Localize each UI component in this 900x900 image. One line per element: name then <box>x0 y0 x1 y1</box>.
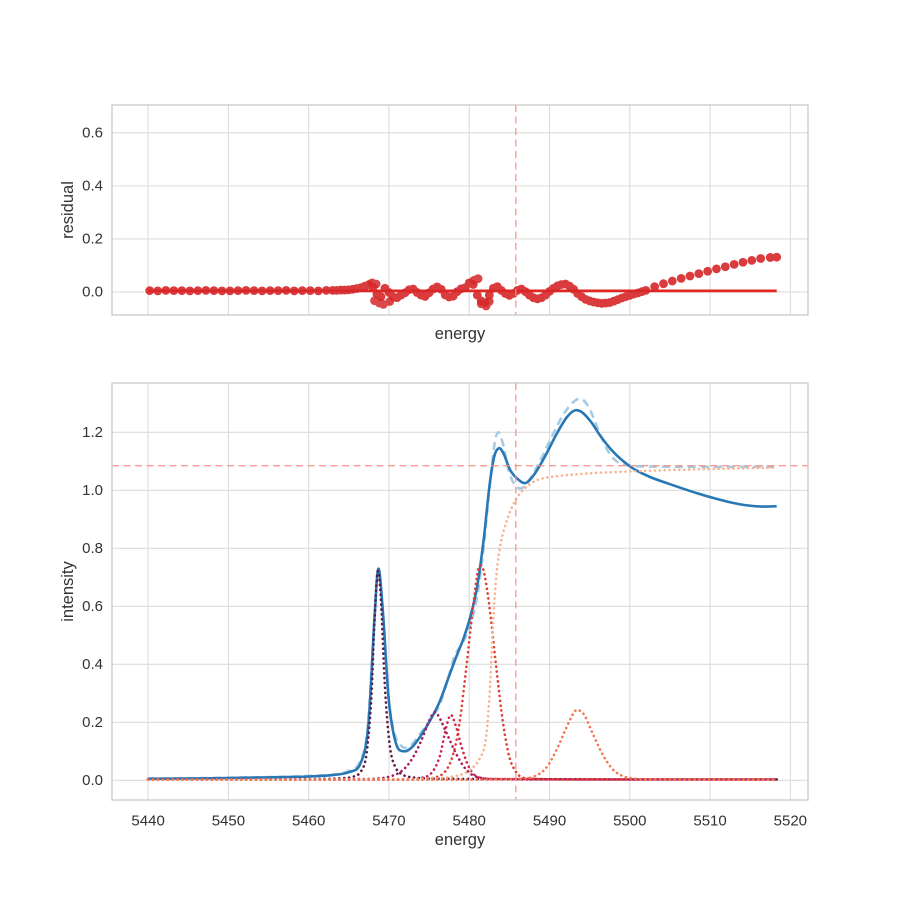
scatter-point <box>729 259 739 269</box>
y-tick-label: 0.4 <box>82 656 103 673</box>
scatter-point <box>484 290 494 300</box>
component-peak-5493 <box>146 708 778 782</box>
x-axis-label: energy <box>435 325 486 343</box>
y-tick-label: 0.2 <box>82 714 103 731</box>
y-tick-label: 0.4 <box>82 177 103 194</box>
scatter-point <box>659 279 668 289</box>
scatter-point <box>385 297 395 306</box>
x-tick-label: 5520 <box>774 813 807 830</box>
scatter-point <box>225 286 235 296</box>
scatter-point <box>321 285 331 295</box>
scatter-point <box>685 271 695 281</box>
plot-frame <box>111 382 809 801</box>
grid-lines <box>112 383 808 800</box>
scatter-point <box>201 285 211 295</box>
scatter-point <box>289 286 299 296</box>
intensity-plot: 0.0 0.2 0.4 0.6 0.8 1.0 1.2 5440 5450 5460 5470 548… <box>59 382 809 849</box>
scatter-point <box>738 257 748 267</box>
x-tick-label: 5440 <box>131 813 164 830</box>
scatter-point <box>169 286 179 296</box>
scatter-point <box>193 286 203 296</box>
scatter-point <box>233 286 243 296</box>
x-tick-label: 5510 <box>693 813 726 830</box>
scatter-point <box>676 274 686 283</box>
data-curve <box>148 397 777 780</box>
x-tick-label: 5460 <box>292 813 325 830</box>
component-peak-5476 <box>146 710 778 781</box>
y-tick-label: 0.0 <box>82 283 103 300</box>
scatter-point <box>694 269 704 279</box>
residual-plot: 0.0 0.2 0.4 0.6 energy residual <box>59 104 809 343</box>
scatter-point <box>703 266 713 276</box>
y-tick-label: 1.2 <box>82 424 103 441</box>
scatter-point <box>209 286 219 296</box>
scatter-point <box>667 276 677 286</box>
x-tick-label: 5490 <box>533 813 566 830</box>
scatter-point <box>249 286 259 296</box>
x-tick-label: 5500 <box>613 813 646 830</box>
series-group <box>146 397 778 782</box>
scatter-point <box>273 286 283 296</box>
scatter-point <box>185 286 195 296</box>
scatter-point <box>257 286 267 296</box>
x-tick-label: 5470 <box>372 813 405 830</box>
scatter-point <box>650 282 660 292</box>
scatter-point <box>747 255 757 265</box>
scatter-point <box>281 285 291 295</box>
scatter-point <box>641 285 651 295</box>
scatter-point <box>153 286 163 296</box>
y-tick-label: 0.6 <box>82 124 103 141</box>
scatter-point <box>241 285 251 295</box>
plot-frame <box>111 104 809 316</box>
scatter-point <box>712 264 721 274</box>
scatter-point <box>772 252 782 262</box>
x-tick-label: 5480 <box>453 813 486 830</box>
scatter-point <box>313 286 323 296</box>
scatter-point <box>217 286 227 296</box>
x-tick-label: 5450 <box>212 813 245 830</box>
scatter-point <box>720 262 730 272</box>
scatter-point <box>161 285 171 295</box>
series-group <box>145 252 782 311</box>
y-tick-label: 1.0 <box>82 482 103 499</box>
y-axis-label: residual <box>59 181 77 239</box>
scatter-point <box>145 286 155 296</box>
scatter-point <box>484 297 494 306</box>
step-component <box>146 466 778 781</box>
scatter-point <box>765 253 775 262</box>
x-axis-label: energy <box>435 831 486 849</box>
scatter-point <box>305 286 315 296</box>
scatter-point <box>265 286 275 296</box>
y-axis-label: intensity <box>59 560 77 621</box>
scatter-point <box>473 274 483 284</box>
residual-scatter <box>145 252 782 308</box>
y-tick-label: 0.0 <box>82 772 103 789</box>
y-tick-label: 0.2 <box>82 230 103 247</box>
best-fit-curve <box>148 408 777 781</box>
scatter-point <box>371 279 381 289</box>
scatter-point <box>756 254 766 263</box>
y-tick-label: 0.6 <box>82 598 103 615</box>
scatter-point <box>177 286 187 296</box>
residual-outliers <box>367 274 494 311</box>
scatter-point <box>297 286 307 296</box>
y-tick-label: 0.8 <box>82 540 103 557</box>
